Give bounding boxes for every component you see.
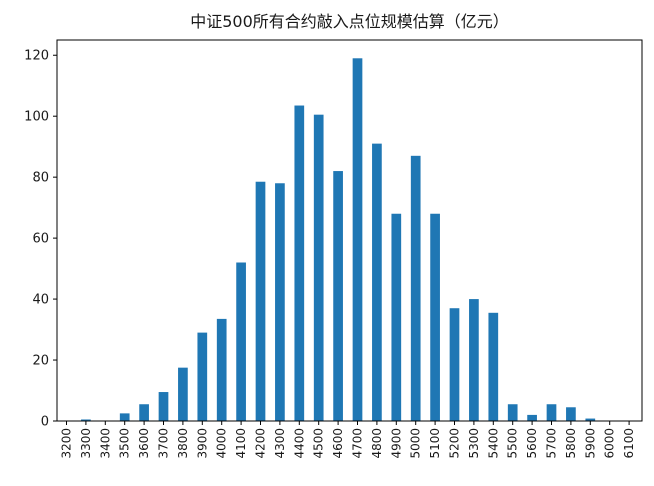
x-tick-label: 6000 xyxy=(603,428,617,459)
bar-4400 xyxy=(294,105,305,421)
bar-4600 xyxy=(333,171,343,421)
bar-3600 xyxy=(139,404,149,421)
axes-frame xyxy=(56,39,643,422)
bar-5300 xyxy=(469,299,479,421)
x-tick-label: 4000 xyxy=(215,428,229,459)
x-axis: 3200 3300 3400 3500 3600 3700 3800 3900 4000 4100… xyxy=(60,421,636,459)
x-tick-label: 5800 xyxy=(564,428,578,459)
y-tick-label: 60 xyxy=(32,232,49,247)
bar-4200 xyxy=(255,181,266,421)
bar-4300 xyxy=(275,183,285,421)
bar-4100 xyxy=(236,262,246,421)
bar-5200 xyxy=(449,308,460,421)
bar-4000 xyxy=(216,318,227,421)
bar-5100 xyxy=(430,213,440,421)
y-axis: 0 20 40 60 80 100 120 xyxy=(24,49,57,430)
x-tick-label: 4100 xyxy=(234,428,248,459)
bar-5600 xyxy=(527,414,537,421)
bar-4700 xyxy=(352,58,363,421)
x-tick-label: 5700 xyxy=(545,428,559,459)
x-tick-label: 4300 xyxy=(273,428,287,459)
x-tick-label: 4600 xyxy=(331,428,345,459)
x-tick-label: 5300 xyxy=(467,428,481,459)
x-tick-label: 4700 xyxy=(351,428,365,459)
y-tick-label: 0 xyxy=(41,415,49,430)
bar-5500 xyxy=(507,404,518,421)
x-tick-label: 5600 xyxy=(525,428,539,459)
x-tick-label: 3600 xyxy=(137,428,151,459)
y-tick-label: 20 xyxy=(32,354,49,369)
x-tick-label: 3500 xyxy=(118,428,132,459)
bar-5000 xyxy=(410,155,421,421)
x-tick-label: 5400 xyxy=(486,428,500,459)
x-tick-label: 5900 xyxy=(583,428,597,459)
bar-3800 xyxy=(178,367,188,421)
x-tick-label: 5200 xyxy=(448,428,462,459)
y-tick-label: 100 xyxy=(24,110,49,125)
bars-group xyxy=(81,58,596,422)
y-tick-label: 80 xyxy=(32,171,49,186)
bar-4900 xyxy=(391,213,402,421)
bar-5800 xyxy=(566,407,576,421)
x-tick-label: 3700 xyxy=(157,428,171,459)
y-tick-label: 40 xyxy=(32,293,49,308)
bar-5400 xyxy=(488,312,499,421)
bar-5900 xyxy=(585,418,596,421)
x-tick-label: 5500 xyxy=(506,428,520,459)
chart-title: 中证500所有合约敲入点位规模估算（亿元） xyxy=(190,12,509,31)
bar-5700 xyxy=(546,404,557,421)
x-tick-label: 4400 xyxy=(292,428,306,459)
x-tick-label: 5100 xyxy=(428,428,442,459)
bar-4500 xyxy=(313,114,324,422)
x-tick-label: 3400 xyxy=(98,428,112,459)
x-tick-label: 3900 xyxy=(195,428,209,459)
x-tick-label: 4200 xyxy=(254,428,268,459)
x-tick-label: 4800 xyxy=(370,428,384,459)
x-tick-label: 3800 xyxy=(176,428,190,459)
bar-3300 xyxy=(81,419,91,421)
x-tick-label: 4500 xyxy=(312,428,326,459)
bar-3700 xyxy=(158,392,169,421)
x-tick-label: 3200 xyxy=(60,428,74,459)
x-tick-label: 5000 xyxy=(409,428,423,459)
x-tick-label: 3300 xyxy=(79,428,93,459)
bar-4800 xyxy=(372,143,382,421)
y-tick-label: 120 xyxy=(24,49,49,64)
x-tick-label: 4900 xyxy=(389,428,403,459)
x-tick-label: 6100 xyxy=(622,428,636,459)
bar-3900 xyxy=(197,332,208,421)
bar-3500 xyxy=(119,413,130,421)
